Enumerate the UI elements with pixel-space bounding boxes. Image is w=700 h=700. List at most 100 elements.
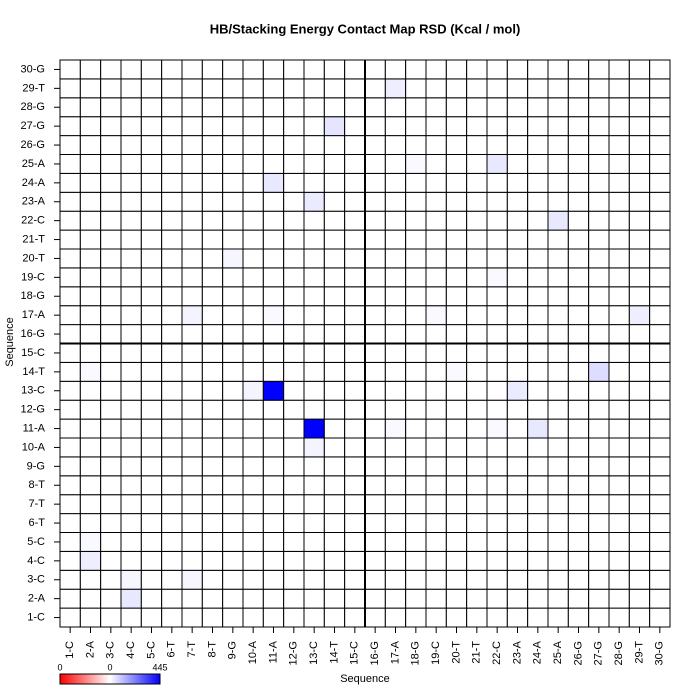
heatmap-cell: [486, 532, 508, 552]
heatmap-cell: [649, 267, 671, 288]
y-tick-label: 27-G: [21, 120, 45, 132]
heatmap-cell: [283, 248, 305, 269]
x-tick-label: 27-G: [593, 641, 605, 665]
heatmap-cell: [567, 532, 590, 552]
heatmap-cell: [405, 475, 427, 496]
heatmap-cell: [59, 59, 81, 80]
heatmap-cell: [161, 607, 183, 628]
heatmap-cell: [344, 399, 366, 420]
heatmap-cell: [445, 286, 468, 307]
heatmap-cell: [323, 607, 346, 628]
heatmap-cell: [100, 361, 122, 382]
heatmap-cell: [262, 494, 285, 515]
heatmap-cell: [181, 475, 203, 496]
heatmap-cell: [649, 191, 671, 212]
heatmap-cell: [364, 172, 386, 193]
heatmap-cell: [628, 78, 651, 99]
heatmap-cell: [161, 248, 183, 269]
heatmap-cell: [547, 248, 569, 269]
heatmap-cell: [79, 97, 102, 118]
heatmap-cell: [466, 59, 488, 80]
heatmap-cell: [323, 248, 346, 269]
heatmap-cell: [506, 191, 529, 212]
heatmap-cell: [628, 59, 651, 80]
heatmap-cell: [547, 361, 569, 382]
heatmap-cell: [364, 418, 386, 439]
heatmap-cell: [445, 494, 468, 515]
heatmap-cell: [608, 154, 630, 174]
heatmap-cell: [181, 343, 203, 363]
heatmap-cell: [140, 154, 163, 174]
heatmap-cell: [628, 248, 651, 269]
heatmap-cell: [100, 248, 122, 269]
colorbar: [59, 673, 161, 685]
heatmap-cell: [608, 248, 630, 269]
heatmap-cell: [344, 116, 366, 137]
heatmap-cell: [608, 380, 630, 401]
heatmap-cell: [201, 267, 224, 288]
heatmap-cell: [567, 191, 590, 212]
heatmap-cell: [140, 267, 163, 288]
heatmap-cell: [323, 532, 346, 552]
heatmap-cell: [344, 343, 366, 363]
heatmap-cell: [649, 154, 671, 174]
heatmap-cell: [628, 569, 651, 590]
heatmap-cell: [344, 588, 366, 609]
heatmap-cell: [567, 607, 590, 628]
heatmap-cell: [588, 248, 610, 269]
y-tick-label: 15-C: [21, 347, 45, 359]
heatmap-cell: [181, 399, 203, 420]
heatmap-cell: [567, 343, 590, 363]
heatmap-cell: [466, 172, 488, 193]
heatmap-cell: [527, 513, 549, 533]
heatmap-cell: [181, 494, 203, 515]
heatmap-cell: [527, 343, 549, 363]
heatmap-cell: [79, 305, 102, 326]
heatmap-cell: [161, 191, 183, 212]
heatmap-cell: [242, 135, 264, 156]
heatmap-cell: [506, 286, 529, 307]
heatmap-cell: [120, 588, 142, 609]
heatmap-cell: [120, 569, 142, 590]
heatmap-cell: [405, 532, 427, 552]
heatmap-cell: [140, 135, 163, 156]
heatmap-cell: [161, 532, 183, 552]
y-tick-label: 6-T: [29, 517, 46, 529]
heatmap-cell: [161, 569, 183, 590]
heatmap-cell: [201, 569, 224, 590]
heatmap-cell: [506, 97, 529, 118]
heatmap-cell: [303, 116, 325, 137]
heatmap-cell: [201, 59, 224, 80]
heatmap-cell: [527, 248, 549, 269]
heatmap-cell: [466, 513, 488, 533]
heatmap-cell: [466, 456, 488, 477]
heatmap-cell: [466, 305, 488, 326]
heatmap-cell: [303, 248, 325, 269]
heatmap-cell: [242, 569, 264, 590]
heatmap-cell: [242, 154, 264, 174]
heatmap-cell: [608, 305, 630, 326]
heatmap-cell: [242, 78, 264, 99]
heatmap-cell: [100, 380, 122, 401]
heatmap-cell: [59, 456, 81, 477]
heatmap-cell: [242, 532, 264, 552]
heatmap-cell: [161, 305, 183, 326]
heatmap-cell: [405, 361, 427, 382]
heatmap-cell: [486, 475, 508, 496]
heatmap-cell: [59, 494, 81, 515]
x-tick-label: 21-T: [471, 641, 483, 664]
heatmap-cell: [181, 78, 203, 99]
heatmap-cell: [405, 380, 427, 401]
heatmap-cell: [181, 513, 203, 533]
heatmap-cell: [364, 343, 386, 363]
heatmap-cell: [567, 569, 590, 590]
heatmap-cell: [547, 324, 569, 345]
y-tick-label: 13-C: [21, 385, 45, 397]
heatmap-cell: [628, 588, 651, 609]
heatmap-cell: [222, 210, 244, 231]
heatmap-cell: [364, 550, 386, 571]
heatmap-cell: [527, 97, 549, 118]
heatmap-cell: [364, 97, 386, 118]
heatmap-cell: [303, 494, 325, 515]
heatmap-cell: [120, 456, 142, 477]
